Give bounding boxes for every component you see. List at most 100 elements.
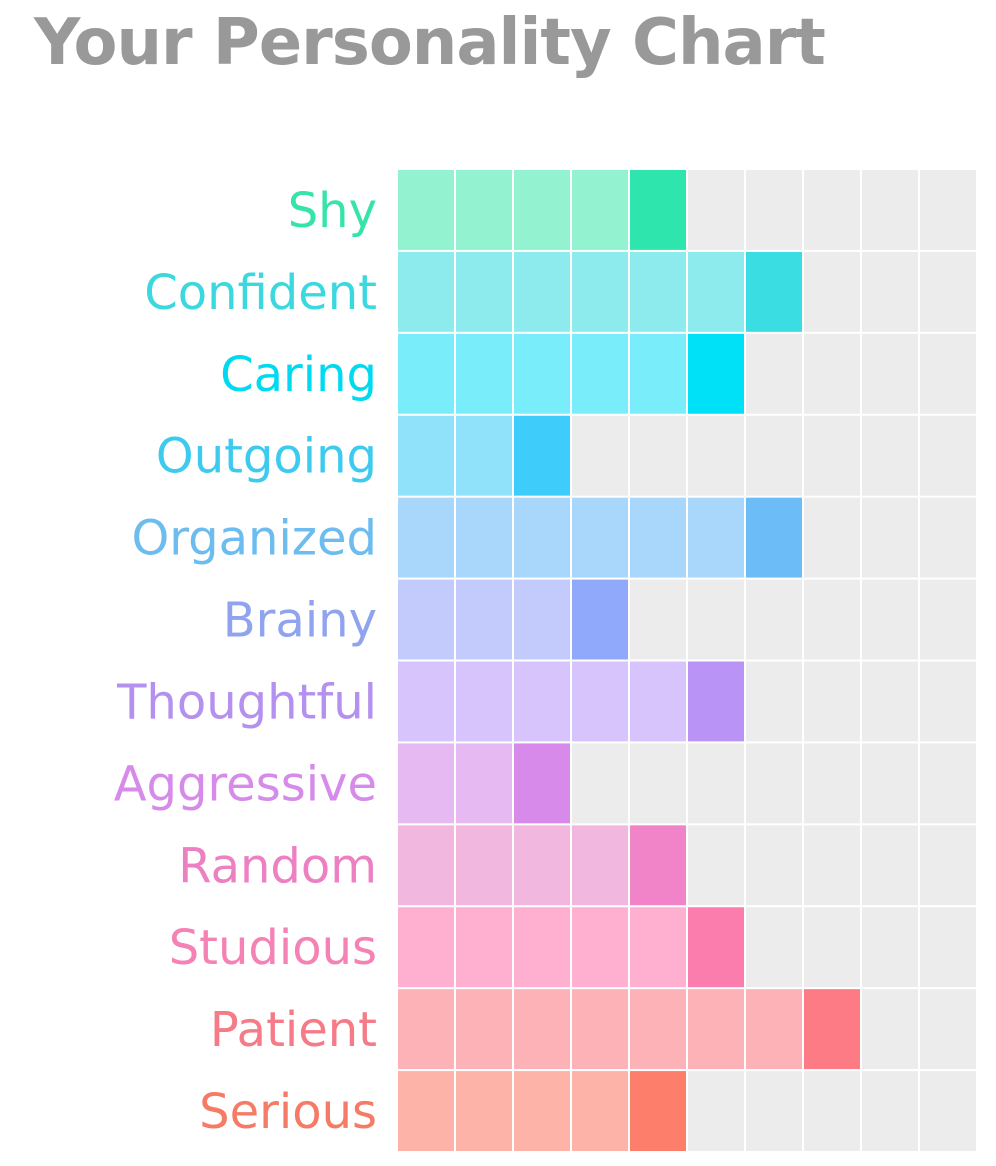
empty-cell-outgoing: [920, 415, 976, 496]
bar-cell-studious: [514, 907, 570, 988]
empty-cell-aggressive: [688, 743, 744, 824]
empty-cell-outgoing: [746, 415, 802, 496]
bar-end-cell-thoughtful: [688, 661, 744, 742]
bar-cell-shy: [398, 170, 454, 250]
bar-end-cell-organized: [746, 497, 802, 578]
bar-cell-shy: [456, 170, 512, 250]
bar-cell-random: [456, 825, 512, 906]
row-studious: Studious: [169, 907, 976, 988]
empty-cell-outgoing: [630, 415, 686, 496]
empty-cell-aggressive: [920, 743, 976, 824]
empty-cell-thoughtful: [862, 661, 918, 742]
bar-cell-organized: [572, 497, 628, 578]
bar-cell-random: [572, 825, 628, 906]
empty-cell-organized: [804, 497, 860, 578]
empty-cell-brainy: [746, 579, 802, 660]
bar-end-cell-random: [630, 825, 686, 906]
bar-cell-caring: [630, 333, 686, 414]
bar-cell-confident: [514, 251, 570, 332]
empty-cell-outgoing: [804, 415, 860, 496]
row-patient: Patient: [210, 989, 976, 1070]
bar-end-cell-confident: [746, 251, 802, 332]
empty-cell-organized: [920, 497, 976, 578]
bar-end-cell-aggressive: [514, 743, 570, 824]
row-label-brainy: Brainy: [223, 593, 377, 649]
bar-cell-studious: [456, 907, 512, 988]
row-label-shy: Shy: [288, 183, 377, 239]
empty-cell-thoughtful: [804, 661, 860, 742]
bar-cell-patient: [746, 989, 802, 1070]
bar-cell-random: [398, 825, 454, 906]
bar-cell-patient: [572, 989, 628, 1070]
row-random: Random: [178, 825, 976, 906]
empty-cell-random: [804, 825, 860, 906]
bar-cell-organized: [514, 497, 570, 578]
bar-cell-random: [514, 825, 570, 906]
row-outgoing: Outgoing: [156, 415, 976, 496]
row-label-studious: Studious: [169, 920, 377, 976]
empty-cell-aggressive: [862, 743, 918, 824]
empty-cell-studious: [862, 907, 918, 988]
bar-end-cell-patient: [804, 989, 860, 1070]
empty-cell-studious: [920, 907, 976, 988]
empty-cell-organized: [862, 497, 918, 578]
row-serious: Serious: [199, 1071, 976, 1151]
row-brainy: Brainy: [223, 579, 976, 660]
row-label-caring: Caring: [220, 347, 377, 403]
bar-cell-brainy: [456, 579, 512, 660]
row-thoughtful: Thoughtful: [116, 661, 976, 742]
empty-cell-confident: [920, 251, 976, 332]
bar-cell-aggressive: [456, 743, 512, 824]
empty-cell-aggressive: [630, 743, 686, 824]
bar-cell-shy: [572, 170, 628, 250]
bar-end-cell-outgoing: [514, 415, 570, 496]
bar-cell-patient: [456, 989, 512, 1070]
empty-cell-aggressive: [572, 743, 628, 824]
bar-cell-patient: [514, 989, 570, 1070]
bar-cell-thoughtful: [398, 661, 454, 742]
bar-cell-serious: [514, 1071, 570, 1151]
empty-cell-studious: [746, 907, 802, 988]
bar-cell-outgoing: [456, 415, 512, 496]
row-label-thoughtful: Thoughtful: [116, 674, 377, 730]
bar-cell-brainy: [398, 579, 454, 660]
empty-cell-brainy: [862, 579, 918, 660]
bar-cell-confident: [630, 251, 686, 332]
bar-cell-confident: [572, 251, 628, 332]
row-label-patient: Patient: [210, 1002, 377, 1058]
bar-cell-confident: [398, 251, 454, 332]
row-label-confident: Confident: [144, 265, 377, 321]
chart-title: Your Personality Chart: [34, 6, 826, 80]
empty-cell-outgoing: [862, 415, 918, 496]
row-aggressive: Aggressive: [114, 743, 976, 824]
empty-cell-random: [688, 825, 744, 906]
empty-cell-studious: [804, 907, 860, 988]
empty-cell-random: [746, 825, 802, 906]
row-organized: Organized: [131, 497, 976, 578]
empty-cell-random: [920, 825, 976, 906]
empty-cell-brainy: [920, 579, 976, 660]
empty-cell-aggressive: [804, 743, 860, 824]
empty-cell-serious: [862, 1071, 918, 1151]
bar-cell-organized: [456, 497, 512, 578]
bar-cell-serious: [398, 1071, 454, 1151]
bar-cell-brainy: [514, 579, 570, 660]
bar-cell-studious: [398, 907, 454, 988]
empty-cell-confident: [804, 251, 860, 332]
row-label-outgoing: Outgoing: [156, 429, 377, 485]
bar-cell-caring: [398, 333, 454, 414]
bar-cell-patient: [398, 989, 454, 1070]
empty-cell-serious: [804, 1071, 860, 1151]
empty-cell-caring: [804, 333, 860, 414]
bar-cell-caring: [514, 333, 570, 414]
bar-cell-studious: [630, 907, 686, 988]
empty-cell-random: [862, 825, 918, 906]
empty-cell-caring: [746, 333, 802, 414]
empty-cell-thoughtful: [920, 661, 976, 742]
empty-cell-serious: [920, 1071, 976, 1151]
empty-cell-brainy: [688, 579, 744, 660]
empty-cell-shy: [746, 170, 802, 250]
bar-cell-caring: [572, 333, 628, 414]
bar-cell-thoughtful: [630, 661, 686, 742]
bar-cell-organized: [630, 497, 686, 578]
